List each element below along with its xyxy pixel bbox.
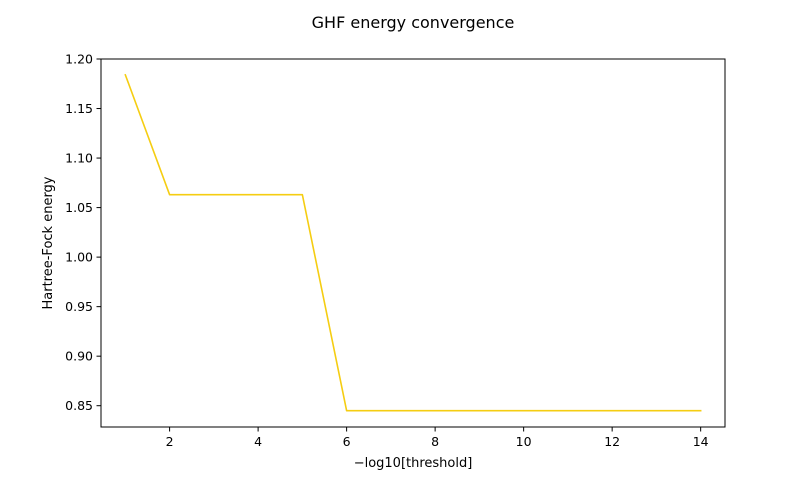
x-tick-label: 4 [254, 434, 262, 449]
x-axis-label: −log10[threshold] [354, 456, 473, 471]
x-tick-label: 8 [431, 434, 439, 449]
x-tick-label: 2 [166, 434, 174, 449]
y-tick-label: 1.15 [65, 101, 93, 116]
y-tick-label: 0.85 [65, 398, 93, 413]
chart-title: GHF energy convergence [312, 13, 515, 32]
plot-frame [100, 58, 726, 428]
plot-area [101, 59, 725, 427]
y-axis-label: Hartree-Fock energy [41, 176, 56, 309]
x-tick-label: 6 [343, 434, 351, 449]
y-tick-label: 1.00 [65, 250, 93, 265]
y-tick-label: 1.05 [65, 200, 93, 215]
axes-layer [100, 58, 726, 428]
series-layer [124, 73, 702, 412]
y-tick-label: 1.10 [65, 151, 93, 166]
x-tick-label: 10 [516, 434, 532, 449]
y-axis-ticks: 0.85 0.90 0.95 1.00 1.05 1.10 1.15 1.20 [65, 52, 101, 413]
y-tick-label: 0.95 [65, 299, 93, 314]
x-tick-label: 14 [693, 434, 709, 449]
y-tick-label: 0.90 [65, 349, 93, 364]
series-line [124, 73, 702, 412]
y-tick-label: 1.20 [65, 52, 93, 67]
x-tick-label: 12 [604, 434, 620, 449]
x-axis-ticks: 2 4 6 8 10 12 14 [166, 427, 709, 449]
